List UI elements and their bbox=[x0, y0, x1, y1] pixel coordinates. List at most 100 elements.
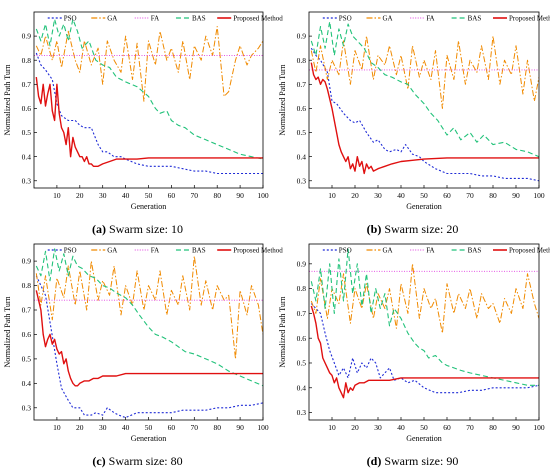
y-tick-label: 0.7 bbox=[22, 80, 32, 89]
x-tick-label: 50 bbox=[145, 423, 153, 432]
x-tick-label: 90 bbox=[236, 423, 244, 432]
y-axis-label: Normalized Path Turn bbox=[278, 296, 287, 367]
y-tick-label: 0.8 bbox=[297, 284, 307, 293]
legend-label: FA bbox=[426, 247, 434, 255]
x-tick-label: 70 bbox=[466, 423, 474, 432]
legend-label: FA bbox=[151, 247, 159, 255]
x-axis-label: Generation bbox=[406, 434, 442, 443]
y-tick-label: 0.9 bbox=[297, 32, 307, 41]
plot-frame bbox=[308, 11, 540, 189]
x-tick-label: 50 bbox=[145, 191, 153, 200]
y-tick-label: 0.4 bbox=[22, 152, 32, 161]
x-tick-label: 20 bbox=[351, 423, 359, 432]
series-line-proposed-method bbox=[310, 305, 539, 399]
legend: PSO GA FA BAS Proposed Method bbox=[322, 247, 550, 255]
x-tick-label: 20 bbox=[76, 423, 84, 432]
y-tick-label: 0.6 bbox=[297, 104, 307, 113]
x-tick-label: 80 bbox=[213, 191, 221, 200]
x-tick-label: 10 bbox=[328, 191, 336, 200]
x-tick-label: 90 bbox=[512, 423, 520, 432]
legend-label: GA bbox=[107, 15, 117, 23]
y-tick-label: 0.6 bbox=[22, 330, 32, 339]
legend-label: Proposed Method bbox=[509, 247, 550, 255]
x-tick-label: 40 bbox=[397, 191, 405, 200]
caption-a: (a) Swarm size: 10 bbox=[92, 222, 183, 236]
y-tick-label: 0.3 bbox=[22, 403, 32, 412]
legend: PSO GA FA BAS Proposed Method bbox=[47, 247, 283, 255]
series-line-pso bbox=[35, 52, 263, 175]
legend-label: FA bbox=[426, 15, 434, 23]
y-tick-label: 0.3 bbox=[297, 408, 307, 417]
x-tick-label: 70 bbox=[466, 191, 474, 200]
legend-label: BAS bbox=[468, 15, 482, 23]
y-tick-label: 0.8 bbox=[22, 56, 32, 65]
legend-label: BAS bbox=[192, 15, 206, 23]
x-tick-label: 40 bbox=[122, 423, 130, 432]
y-axis-label: Normalized Path Turn bbox=[3, 64, 12, 135]
y-tick-label: 0.6 bbox=[22, 104, 32, 113]
legend-label: GA bbox=[383, 247, 393, 255]
x-tick-label: 10 bbox=[53, 191, 61, 200]
caption-b: (b) Swarm size: 20 bbox=[366, 222, 459, 236]
legend-label: GA bbox=[383, 15, 393, 23]
series-line-bas bbox=[35, 18, 263, 160]
series-line-proposed-method bbox=[35, 77, 263, 168]
y-tick-label: 0.5 bbox=[297, 128, 307, 137]
legend-label: PSO bbox=[339, 15, 352, 23]
legend-label: PSO bbox=[64, 15, 77, 23]
y-tick-label: 0.9 bbox=[22, 257, 32, 266]
y-tick-label: 0.4 bbox=[297, 383, 307, 392]
caption-c: (c) Swarm size: 80 bbox=[92, 454, 183, 468]
y-tick-label: 0.6 bbox=[297, 334, 307, 343]
x-tick-label: 10 bbox=[53, 423, 61, 432]
legend-label: PSO bbox=[64, 247, 77, 255]
x-axis-label: Generation bbox=[131, 202, 167, 211]
x-tick-label: 70 bbox=[191, 191, 199, 200]
y-tick-label: 0.3 bbox=[297, 176, 307, 185]
chart-panel-a: 10 20 30 40 50 60 70 80 90 100 0.3 0.4 0.5 0.6 0.7 0.8 0… bbox=[3, 11, 283, 211]
y-tick-label: 0.9 bbox=[22, 32, 32, 41]
legend-label: FA bbox=[151, 15, 159, 23]
caption-d: (d) Swarm size: 90 bbox=[366, 454, 459, 468]
x-tick-label: 40 bbox=[397, 423, 405, 432]
x-tick-label: 90 bbox=[512, 191, 520, 200]
y-tick-label: 0.9 bbox=[297, 259, 307, 268]
chart-panel-d: 10 20 30 40 50 60 70 80 90 100 0.3 0.4 0.5 0.6 0.7 0.8 0… bbox=[278, 243, 550, 443]
x-tick-label: 80 bbox=[489, 423, 497, 432]
y-axis-label: Normalized Path Turn bbox=[278, 64, 287, 135]
y-tick-label: 0.7 bbox=[22, 306, 32, 315]
x-tick-label: 60 bbox=[443, 423, 451, 432]
x-tick-label: 60 bbox=[168, 423, 176, 432]
y-tick-label: 0.5 bbox=[22, 354, 32, 363]
series-line-bas bbox=[310, 21, 539, 158]
legend-label: Proposed Method bbox=[233, 15, 283, 23]
x-tick-label: 40 bbox=[122, 191, 130, 200]
x-tick-label: 100 bbox=[257, 191, 269, 200]
y-tick-label: 0.7 bbox=[297, 309, 307, 318]
x-tick-label: 100 bbox=[533, 191, 545, 200]
series-line-bas bbox=[310, 248, 539, 386]
series-line-ga bbox=[35, 26, 263, 102]
legend-label: Proposed Method bbox=[509, 15, 550, 23]
y-tick-label: 0.5 bbox=[22, 128, 32, 137]
legend-label: GA bbox=[107, 247, 117, 255]
series-line-proposed-method bbox=[310, 62, 539, 175]
plot-frame bbox=[33, 243, 264, 421]
x-axis-label: Generation bbox=[131, 434, 167, 443]
x-tick-label: 30 bbox=[374, 423, 382, 432]
x-tick-label: 20 bbox=[76, 191, 84, 200]
x-tick-label: 50 bbox=[420, 191, 428, 200]
legend-label: Proposed Method bbox=[233, 247, 283, 255]
x-tick-label: 80 bbox=[489, 191, 497, 200]
series-line-ga bbox=[310, 263, 539, 334]
x-tick-label: 50 bbox=[420, 423, 428, 432]
chart-panel-c: 10 20 30 40 50 60 70 80 90 100 0.3 0.4 0.5 0.6 0.7 0.8 0… bbox=[3, 243, 283, 443]
x-tick-label: 20 bbox=[351, 191, 359, 200]
y-tick-label: 0.4 bbox=[22, 379, 32, 388]
y-tick-label: 0.4 bbox=[297, 152, 307, 161]
chart-panel-b: 10 20 30 40 50 60 70 80 90 100 0.3 0.4 0.5 0.6 0.7 0.8 0… bbox=[278, 11, 550, 211]
x-tick-label: 90 bbox=[236, 191, 244, 200]
x-tick-label: 10 bbox=[328, 423, 336, 432]
series-line-ga bbox=[310, 35, 539, 109]
